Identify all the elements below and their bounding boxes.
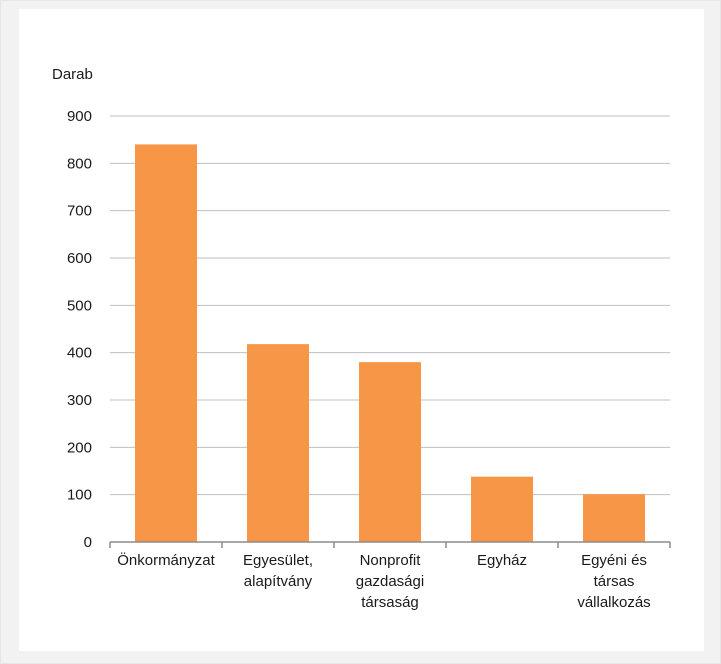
y-tick-label: 200: [67, 439, 92, 456]
bar: [135, 144, 197, 542]
y-tick-label: 0: [84, 534, 92, 551]
x-category-label: Egyesület, alapítvány: [243, 552, 313, 590]
x-category-label-line: Egyház: [477, 552, 527, 569]
y-tick-label: 500: [67, 297, 92, 314]
bar: [583, 494, 645, 542]
x-category-label: Egyéni és társas vállalkozás: [577, 552, 650, 611]
x-category-label-line: alapítvány: [244, 573, 313, 590]
y-tick-label: 400: [67, 345, 92, 362]
x-category-label-line: vállalkozás: [577, 594, 650, 611]
bar: [359, 362, 421, 542]
bars: [135, 144, 645, 542]
y-tick-label: 900: [67, 108, 92, 125]
y-tick-label: 600: [67, 250, 92, 267]
x-category-label-line: társaság: [361, 594, 419, 611]
bar: [247, 344, 309, 542]
x-category-label-line: Egyesület,: [243, 552, 313, 569]
y-tick-label: 700: [67, 203, 92, 220]
y-tick-label: 300: [67, 392, 92, 409]
y-axis-title: Darab: [52, 66, 93, 83]
y-tick-label: 800: [67, 155, 92, 172]
x-category-label: Önkormányzat: [117, 551, 215, 569]
x-category-label: Egyház: [477, 552, 527, 569]
x-category-label-line: Nonprofit: [360, 552, 422, 569]
x-category-label-line: Önkormányzat: [117, 551, 215, 569]
bar: [471, 477, 533, 542]
x-category-label: Nonprofit gazdasági társaság: [356, 552, 424, 611]
x-category-label-line: Egyéni és: [581, 552, 647, 569]
x-category-label-line: gazdasági: [356, 573, 424, 590]
y-tick-label: 100: [67, 487, 92, 504]
x-category-label-line: társas: [594, 573, 635, 590]
